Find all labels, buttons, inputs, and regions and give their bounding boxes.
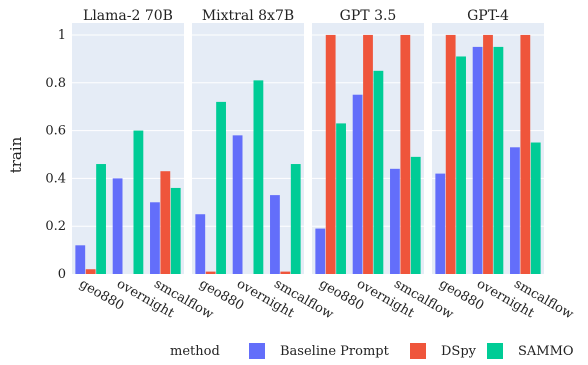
bar xyxy=(75,245,86,274)
bar xyxy=(325,34,336,275)
bar xyxy=(336,123,346,275)
bar xyxy=(96,164,106,274)
panel-title: Llama-2 70B xyxy=(83,8,173,24)
bar xyxy=(472,46,483,275)
panel-title: Mixtral 8x7B xyxy=(202,8,294,24)
legend-item: DSpy xyxy=(410,343,477,359)
y-axis: 0 0.2 0.4 0.6 0.8 1 xyxy=(45,28,66,282)
bar xyxy=(216,101,226,274)
legend-label: DSpy xyxy=(441,344,477,359)
bar xyxy=(85,269,96,274)
bar xyxy=(112,178,123,274)
legend-item: SAMMO xyxy=(487,343,574,359)
panel-background xyxy=(192,23,304,274)
bar xyxy=(483,34,493,275)
bar xyxy=(270,195,280,274)
bar xyxy=(530,142,541,274)
panel-header xyxy=(432,3,544,23)
bar xyxy=(253,80,264,275)
y-tick-label: 0.8 xyxy=(45,76,66,91)
legend: method Baseline Prompt DSpy SAMMO xyxy=(170,343,574,359)
bar xyxy=(290,164,301,274)
legend-label: Baseline Prompt xyxy=(280,344,390,359)
bar xyxy=(510,147,520,274)
y-tick-label: 0.6 xyxy=(45,124,66,139)
bar xyxy=(445,34,456,275)
bar xyxy=(195,214,206,274)
panel-header xyxy=(72,3,184,23)
bar xyxy=(390,168,400,274)
bar xyxy=(435,173,446,274)
bar xyxy=(280,271,291,274)
bar xyxy=(133,130,144,274)
legend-swatch xyxy=(249,343,265,359)
legend-swatch xyxy=(410,343,426,359)
bar xyxy=(352,94,363,275)
bar xyxy=(456,56,466,274)
chart-panels: Llama-2 70Bgeo880overnightsmcalflowMixtr… xyxy=(72,3,576,322)
y-tick-label: 0 xyxy=(58,267,66,282)
panel-header xyxy=(192,3,304,23)
y-tick-label: 0.4 xyxy=(45,171,66,186)
bar xyxy=(373,70,384,274)
bar xyxy=(363,34,373,275)
bar xyxy=(410,156,421,274)
bar xyxy=(150,202,160,274)
legend-item: Baseline Prompt xyxy=(249,343,390,359)
bar xyxy=(160,171,171,274)
panel-title: GPT-4 xyxy=(467,8,509,24)
legend-swatch xyxy=(487,343,503,359)
y-tick-label: 0.2 xyxy=(45,219,66,234)
bar xyxy=(232,135,243,274)
bar xyxy=(493,46,504,275)
bar xyxy=(205,271,216,274)
panel-title: GPT 3.5 xyxy=(340,8,397,24)
bar xyxy=(520,34,531,275)
y-axis-title: train xyxy=(7,136,25,173)
legend-label: SAMMO xyxy=(518,344,574,359)
bar xyxy=(170,187,181,274)
y-tick-label: 1 xyxy=(58,28,66,43)
bar xyxy=(315,228,326,274)
legend-title: method xyxy=(170,344,220,359)
bar xyxy=(400,34,411,275)
panel-header xyxy=(312,3,424,23)
